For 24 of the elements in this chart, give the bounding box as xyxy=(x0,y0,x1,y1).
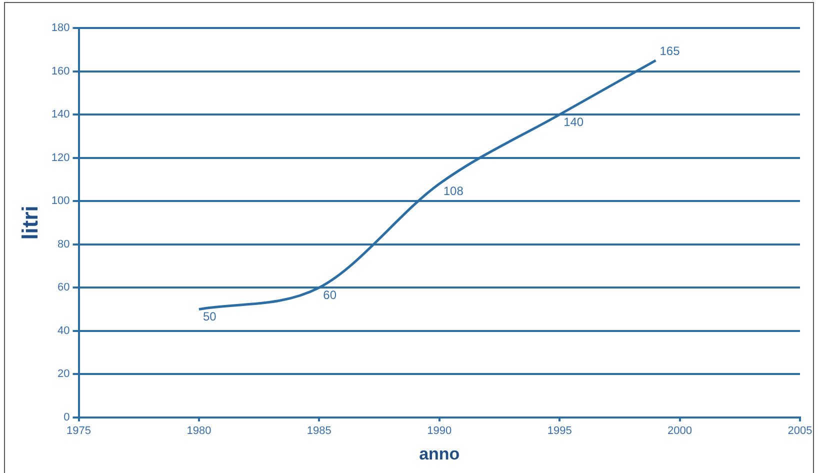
y-tick-label: 160 xyxy=(51,65,70,78)
y-tick-label: 140 xyxy=(51,108,70,121)
data-label: 140 xyxy=(564,114,584,129)
y-tick-label: 80 xyxy=(58,238,70,250)
x-tick-label: 1985 xyxy=(306,425,332,438)
x-tick-label: 2000 xyxy=(668,425,692,438)
y-tick-label: 120 xyxy=(51,152,70,164)
y-tick-label: 20 xyxy=(58,368,70,380)
x-tick-label: 1995 xyxy=(547,425,572,438)
data-label: 108 xyxy=(443,184,464,198)
y-tick-label: 0 xyxy=(64,411,70,424)
data-label: 60 xyxy=(323,288,337,302)
x-tick-label: 1980 xyxy=(186,425,212,438)
data-label: 165 xyxy=(660,44,680,58)
x-axis-title: anno xyxy=(419,444,460,464)
y-axis-title: litri xyxy=(17,206,42,240)
x-tick-label: 1990 xyxy=(427,425,452,438)
data-label: 50 xyxy=(202,310,217,324)
x-tick-label: 2005 xyxy=(788,425,812,438)
y-tick-label: 60 xyxy=(58,282,70,294)
y-tick-label: 100 xyxy=(51,195,70,208)
y-tick-label: 180 xyxy=(51,22,70,34)
y-tick-label: 40 xyxy=(58,324,70,337)
x-tick-label: 1975 xyxy=(66,425,91,438)
